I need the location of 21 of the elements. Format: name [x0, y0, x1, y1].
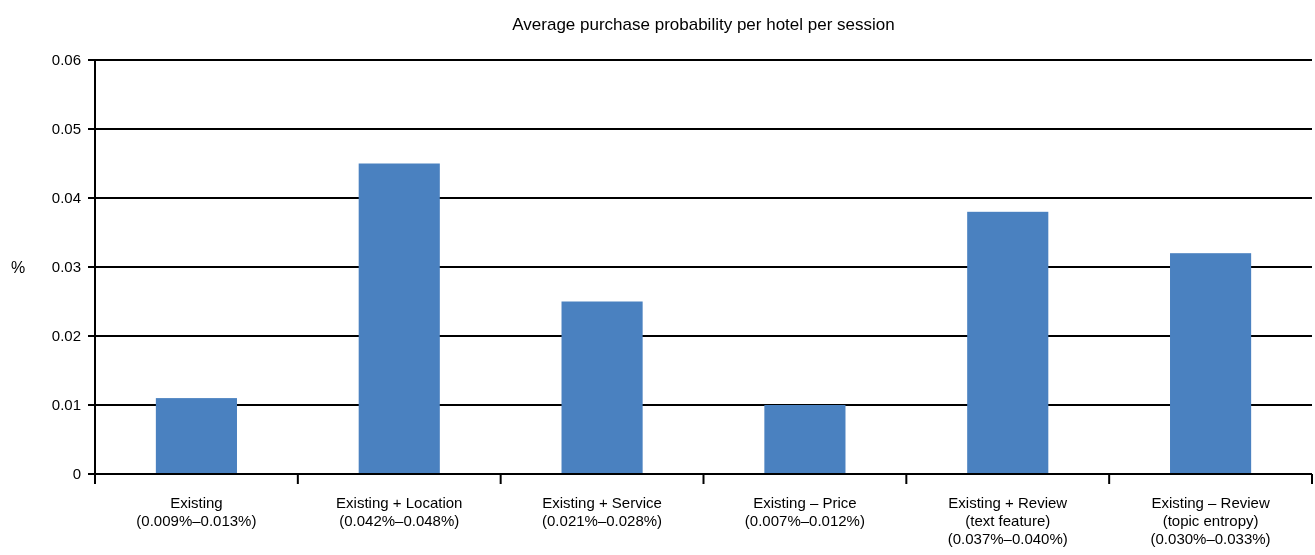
x-tick-label: Existing + Review (text feature) (0.037%–0.040%) — [947, 494, 1068, 547]
x-tick-label: Existing – Price (0.007%–0.012%) — [744, 494, 865, 529]
x-tick-label: Existing + Location (0.042%–0.048%) — [336, 494, 463, 529]
bar — [561, 301, 643, 474]
chart-title: Average purchase probability per hotel per session — [512, 15, 895, 34]
bar — [1170, 253, 1252, 474]
y-tick-label: 0.03 — [51, 258, 81, 276]
bar — [155, 398, 237, 474]
y-tick-label: 0.02 — [51, 327, 81, 345]
y-tick-label: 0.06 — [51, 51, 81, 69]
bar — [967, 211, 1049, 474]
x-tick-label: Existing (0.009%–0.013%) — [136, 494, 257, 529]
x-tick-label: Existing + Service (0.021%–0.028%) — [542, 494, 663, 529]
y-tick-label: 0.01 — [51, 396, 81, 414]
bar — [764, 405, 846, 474]
y-tick-label: 0.05 — [51, 120, 81, 138]
bar — [358, 163, 440, 474]
y-tick-label: 0 — [72, 465, 81, 483]
y-tick-label: 0.04 — [51, 189, 81, 207]
y-axis-title: % — [10, 259, 26, 276]
x-tick-label: Existing – Review (topic entropy) (0.030%–0.033%) — [1150, 494, 1271, 547]
